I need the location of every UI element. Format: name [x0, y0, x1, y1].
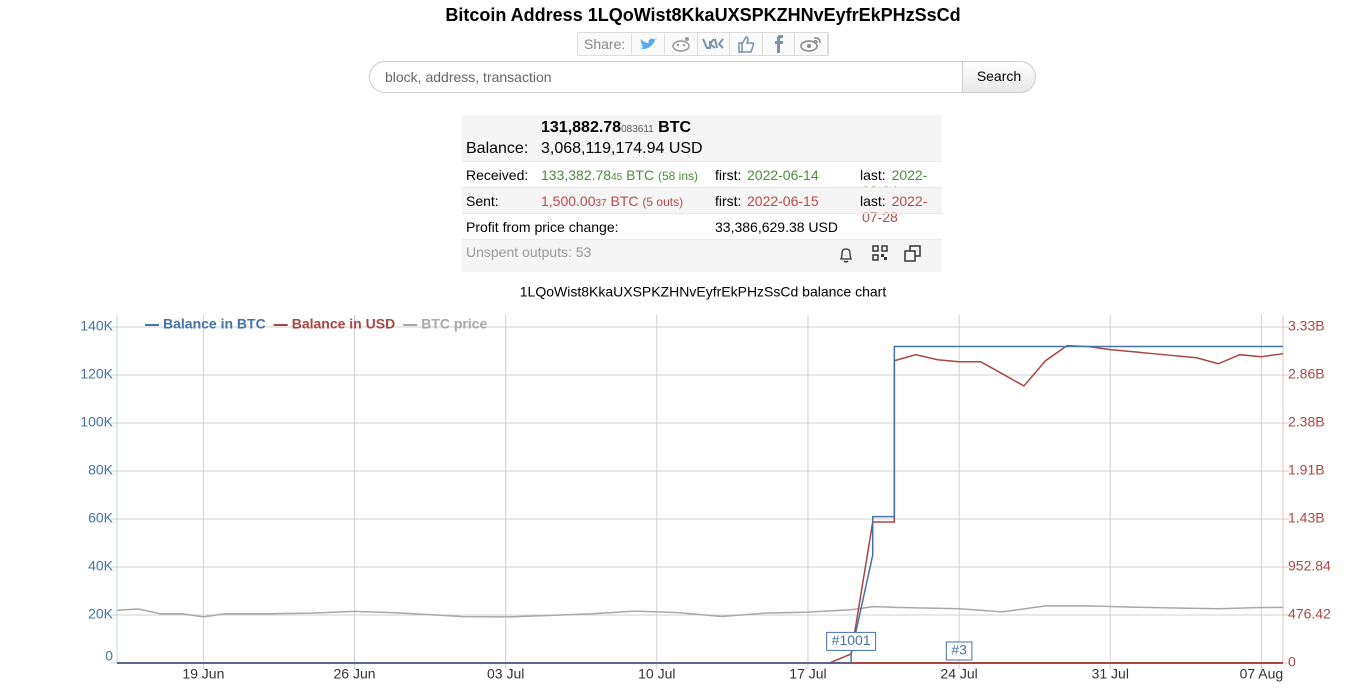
amount-small: 45: [611, 172, 623, 183]
unit: BTC: [610, 193, 639, 209]
y2-tick-label: 2.86B: [1288, 366, 1325, 382]
share-label: Share:: [578, 33, 633, 55]
last-label: last:: [860, 167, 886, 183]
y2-tick-label: 476.42: [1288, 606, 1331, 622]
icon: [774, 35, 783, 53]
annotation-box: [945, 641, 973, 661]
share-like[interactable]: [730, 33, 763, 55]
y-tick-label: 0: [105, 648, 113, 664]
y-tick-label: 20K: [88, 606, 114, 622]
y2-tick-label: 1.91B: [1288, 462, 1325, 478]
x-tick-label: 03 Jul: [487, 666, 524, 682]
y-tick-label: 120K: [80, 366, 113, 382]
profit-row: Profit from price change: 33,386,629.38 …: [462, 213, 942, 239]
annotation-flag: #1001: [826, 631, 877, 651]
received-amount: 133,382.7845 BTC (58 ins): [541, 167, 698, 183]
y-tick-label: 60K: [88, 510, 114, 526]
share-bar: Share:: [577, 32, 829, 56]
unit: BTC: [626, 167, 655, 183]
page-title: Bitcoin Address 1LQoWist8KkaUXSPKZHNvEyf…: [445, 5, 961, 25]
legend-label: Balance in USD: [292, 316, 395, 332]
amount: 1,500.00: [541, 193, 596, 209]
x-tick-label: 31 Jul: [1092, 666, 1129, 682]
icon: [640, 38, 658, 49]
series-line: [116, 605, 1284, 618]
balance-btc-unit: BTC: [658, 119, 692, 136]
qr-icon[interactable]: [872, 245, 888, 261]
summary-table: 131,882.78083611 BTC Balance: 3,068,119,…: [462, 115, 942, 272]
annotation-flag: #3: [945, 641, 973, 661]
x-tick-label: 26 Jun: [333, 666, 375, 682]
share-weibo[interactable]: [795, 33, 828, 55]
balance-btc: 131,882.78083611 BTC: [541, 119, 691, 137]
y2-tick-label: 3.33B: [1288, 318, 1325, 334]
profit-label: Profit from price change:: [466, 219, 619, 235]
annotation-label: #1001: [832, 632, 871, 648]
search-button[interactable]: Search: [962, 61, 1036, 93]
y-tick-label: 100K: [80, 414, 113, 430]
last-label: last:: [860, 193, 886, 209]
x-tick-label: 07 Aug: [1240, 666, 1284, 682]
amount-small: 37: [595, 198, 607, 209]
count: (5 outs): [642, 195, 684, 209]
share-facebook[interactable]: [763, 33, 796, 55]
first-date: 2022-06-14: [747, 167, 819, 183]
sent-row: Sent: 1,500.0037 BTC (5 outs) first: 202…: [462, 187, 942, 225]
annotation-box: [826, 631, 877, 651]
received-label: Received:: [466, 167, 529, 183]
series-line: [117, 344, 1284, 664]
share-vk[interactable]: [698, 33, 731, 55]
received-row: Received: 133,382.7845 BTC (58 ins) firs…: [462, 161, 942, 199]
balance-label: Balance:: [466, 140, 529, 157]
amount: 133,382.78: [541, 167, 612, 183]
balance-btc-small: 083611: [621, 124, 654, 135]
balance-chart: 1LQoWist8KkaUXSPKZHNvEyfrEkPHzSsCd balan…: [80, 284, 1331, 682]
profit-value: 33,386,629.38 USD: [715, 219, 838, 235]
count: (58 ins): [657, 169, 698, 183]
y-tick-label: 40K: [88, 558, 114, 574]
first-label: first:: [715, 167, 742, 183]
y-tick-label: 80K: [88, 462, 114, 478]
sent-label: Sent:: [466, 193, 499, 209]
copy-icon[interactable]: [904, 245, 922, 263]
unspent-row: Unspent outputs: 53: [462, 239, 942, 272]
first-date: 2022-06-15: [747, 193, 819, 209]
y2-tick-label: 0: [1288, 654, 1296, 670]
x-tick-label: 19 Jun: [182, 666, 224, 682]
y-tick-label: 140K: [80, 318, 113, 334]
balance-btc-main: 131,882.78: [541, 119, 622, 136]
chart-title: 1LQoWist8KkaUXSPKZHNvEyfrEkPHzSsCd balan…: [520, 284, 887, 300]
icon: [671, 37, 690, 52]
bell-icon[interactable]: [838, 246, 854, 264]
x-tick-label: 10 Jul: [638, 666, 675, 682]
icon: [800, 37, 821, 52]
sent-amount: 1,500.0037 BTC (5 outs): [541, 193, 683, 209]
y2-tick-label: 952.84: [1288, 558, 1331, 574]
share-twitter[interactable]: [632, 33, 665, 55]
share-reddit[interactable]: [665, 33, 698, 55]
legend-label: Balance in BTC: [163, 316, 266, 332]
icon: [738, 36, 755, 53]
x-tick-label: 24 Jul: [940, 666, 977, 682]
icon: [702, 38, 725, 49]
first-label: first:: [715, 193, 742, 209]
y2-tick-label: 1.43B: [1288, 510, 1325, 526]
balance-row: 131,882.78083611 BTC Balance: 3,068,119,…: [462, 115, 942, 161]
balance-usd: 3,068,119,174.94 USD: [541, 140, 703, 157]
x-tick-label: 17 Jul: [789, 666, 826, 682]
legend-label: BTC price: [421, 316, 487, 332]
unspent-outputs: Unspent outputs: 53: [466, 244, 592, 260]
series-line: [117, 345, 1283, 664]
annotation-label: #3: [951, 642, 967, 658]
search-input[interactable]: block, address, transaction: [369, 61, 977, 93]
y2-tick-label: 2.38B: [1288, 414, 1325, 430]
